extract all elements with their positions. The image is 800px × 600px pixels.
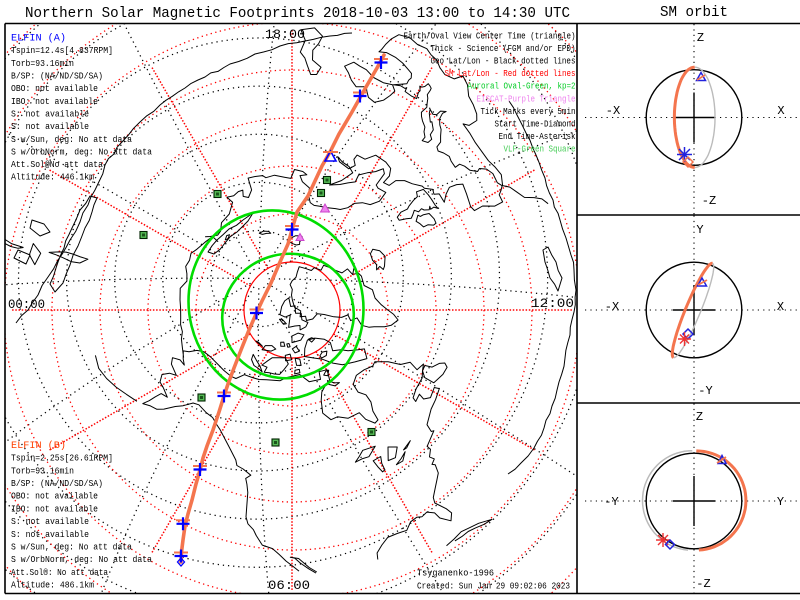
svg-text:-X: -X [605,300,619,314]
svg-text:-Z: -Z [696,577,710,591]
svg-text:Start Time-Diamond: Start Time-Diamond [495,118,576,129]
svg-text:B/SP: (NA/ND/SD/SA): B/SP: (NA/ND/SD/SA) [11,71,103,82]
svg-text:18:00: 18:00 [265,27,305,42]
svg-text:Created: Sun Jan 29 09:02:06 2: Created: Sun Jan 29 09:02:06 2023 [417,581,570,592]
svg-text:Y: Y [777,495,784,509]
svg-text:B/SP: (NA/ND/SD/SA): B/SP: (NA/ND/SD/SA) [11,478,103,489]
svg-text:06:00: 06:00 [268,578,310,593]
svg-text:End Time-Asterisk: End Time-Asterisk [499,131,576,142]
svg-text:Torb=93.16min: Torb=93.16min [11,465,74,476]
svg-text:-Y: -Y [698,384,712,398]
svg-text:00:00: 00:00 [8,297,45,312]
svg-text:-Z: -Z [702,194,716,208]
svg-text:Att.Sol@No att data: Att.Sol@No att data [11,159,103,170]
svg-text:OBO: not available: OBO: not available [11,491,98,502]
svg-text:Torb=93.16min: Torb=93.16min [11,58,74,69]
svg-text:Tsyganenko-1996: Tsyganenko-1996 [417,568,494,579]
svg-text:12:00: 12:00 [531,296,574,311]
svg-text:Altitude: 446.1km: Altitude: 446.1km [11,172,94,183]
svg-text:ELFIN (B): ELFIN (B) [11,440,66,452]
svg-text:Y: Y [696,223,703,237]
svg-text:S w/Sun, deg: No att data: S w/Sun, deg: No att data [11,134,132,145]
svg-text:S: not available: S: not available [11,108,89,119]
svg-text:Tspin=12.4s[4.837RPM]: Tspin=12.4s[4.837RPM] [11,45,113,56]
svg-text:S: not available: S: not available [11,516,89,527]
svg-text:-Y: -Y [604,495,618,509]
svg-text:Att.Sol®: No att data: Att.Sol®: No att data [11,567,108,578]
svg-text:Earth/Oval View Center Time (t: Earth/Oval View Center Time (triangle) [404,31,576,42]
svg-text:Altitude: 486.1km: Altitude: 486.1km [11,580,94,591]
svg-text:Geo Lat/Lon - Black dotted lin: Geo Lat/Lon - Black dotted lines [431,56,576,67]
svg-text:S: not available: S: not available [11,121,89,132]
svg-text:EISCAT-Purple Triangle: EISCAT-Purple Triangle [477,93,576,104]
svg-text:-X: -X [606,104,620,118]
svg-text:ELFIN (A): ELFIN (A) [11,33,66,45]
svg-text:Z: Z [697,31,704,45]
svg-text:S w/OrbNorm, deg: No att data: S w/OrbNorm, deg: No att data [11,146,152,157]
svg-text:X: X [777,104,784,118]
svg-text:X: X [777,300,784,314]
svg-text:S: not available: S: not available [11,529,89,540]
svg-text:Northern Solar Magnetic Footpr: Northern Solar Magnetic Footprints 2018-… [25,6,570,22]
svg-text:IBO: not available: IBO: not available [11,503,98,514]
svg-text:VLF-Green Square: VLF-Green Square [504,143,576,154]
svg-text:Auroral Oval-Green, kp=2: Auroral Oval-Green, kp=2 [468,81,576,92]
svg-text:S w/OrbNorm, deg: No att data: S w/OrbNorm, deg: No att data [11,554,152,565]
svg-text:SM orbit: SM orbit [660,5,728,21]
svg-text:Z: Z [696,410,703,424]
svg-text:Tick Marks every 5min: Tick Marks every 5min [481,106,576,117]
svg-text:Thick - Science (FGM and/or EP: Thick - Science (FGM and/or EPD) [431,43,576,54]
svg-text:S w/Sun, deg: No att data: S w/Sun, deg: No att data [11,541,132,552]
svg-text:Tspin=2.25s[26.61RPM]: Tspin=2.25s[26.61RPM] [11,453,113,464]
svg-text:SM Lat/Lon - Red dotted lines: SM Lat/Lon - Red dotted lines [445,68,576,79]
svg-text:OBO: not available: OBO: not available [11,83,98,94]
svg-text:IBO: not available: IBO: not available [11,96,98,107]
